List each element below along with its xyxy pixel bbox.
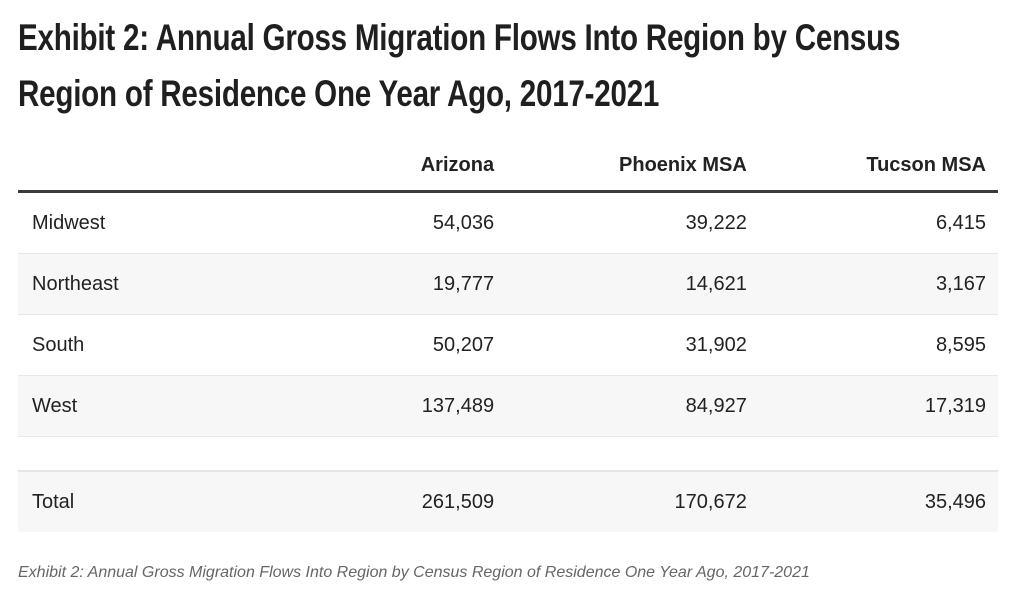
table-row: Northeast 19,777 14,621 3,167: [18, 253, 998, 315]
table-row: Midwest 54,036 39,222 6,415: [18, 191, 998, 254]
row-label: West: [18, 375, 344, 437]
cell: 137,489: [344, 375, 507, 437]
spacer-row: [18, 436, 998, 472]
row-label: Northeast: [18, 253, 344, 315]
migration-table: Arizona Phoenix MSA Tucson MSA Midwest 5…: [18, 140, 998, 532]
cell: 14,621: [506, 253, 759, 315]
empty-cell: [18, 436, 344, 472]
empty-cell: [758, 436, 998, 472]
cell: 3,167: [758, 253, 998, 315]
table-header-row: Arizona Phoenix MSA Tucson MSA: [18, 140, 998, 193]
column-header: [18, 140, 344, 193]
cell: 8,595: [758, 314, 998, 376]
column-header-tucson: Tucson MSA: [758, 140, 998, 193]
empty-cell: [506, 436, 759, 472]
column-header-arizona: Arizona: [344, 140, 507, 193]
cell: 170,672: [506, 471, 759, 532]
cell: 54,036: [344, 191, 507, 254]
cell: 31,902: [506, 314, 759, 376]
page-title: Exhibit 2: Annual Gross Migration Flows …: [18, 17, 901, 114]
table-row: South 50,207 31,902 8,595: [18, 314, 998, 376]
row-label: Total: [18, 471, 344, 532]
total-row: Total 261,509 170,672 35,496: [18, 471, 998, 532]
cell: 17,319: [758, 375, 998, 437]
column-header-phoenix: Phoenix MSA: [506, 140, 759, 193]
table-row: West 137,489 84,927 17,319: [18, 375, 998, 437]
row-label: South: [18, 314, 344, 376]
cell: 50,207: [344, 314, 507, 376]
cell: 39,222: [506, 191, 759, 254]
cell: 35,496: [758, 471, 998, 532]
cell: 6,415: [758, 191, 998, 254]
cell: 84,927: [506, 375, 759, 437]
table-caption: Exhibit 2: Annual Gross Migration Flows …: [18, 564, 810, 581]
cell: 261,509: [344, 471, 507, 532]
cell: 19,777: [344, 253, 507, 315]
empty-cell: [344, 436, 507, 472]
row-label: Midwest: [18, 191, 344, 254]
